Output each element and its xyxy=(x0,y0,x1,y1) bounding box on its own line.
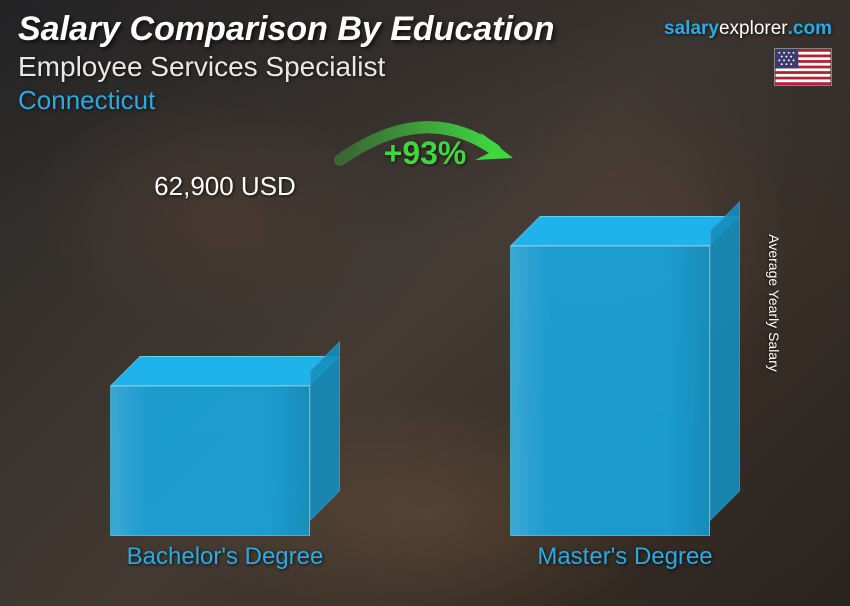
bar-front-face xyxy=(110,386,310,536)
bar-side-face xyxy=(710,201,740,521)
bar-top-face xyxy=(110,356,340,386)
bar-value-bachelors: 62,900 USD xyxy=(95,171,355,202)
brand-text: salaryexplorer.com xyxy=(664,18,832,40)
brand-prefix: salary xyxy=(664,18,719,39)
bar-label-masters: Master's Degree xyxy=(510,543,740,571)
bar-front-face xyxy=(510,246,710,536)
brand-tld: .com xyxy=(788,18,832,39)
chart-area: 62,900 USD 122,000 USD Bachelor's Degree… xyxy=(60,180,790,576)
bar-masters: 122,000 USD xyxy=(510,246,740,536)
bar-bachelors: 62,900 USD xyxy=(110,386,340,536)
brand-block: salaryexplorer.com xyxy=(664,18,832,91)
us-flag-icon xyxy=(774,48,832,86)
bar-side-face xyxy=(310,341,340,521)
brand-suffix: explorer xyxy=(719,18,788,39)
y-axis-label: Average Yearly Salary xyxy=(765,234,781,372)
bar-top-face xyxy=(510,216,740,246)
bar-label-bachelors: Bachelor's Degree xyxy=(110,543,340,571)
percent-change: +93% xyxy=(384,135,467,172)
